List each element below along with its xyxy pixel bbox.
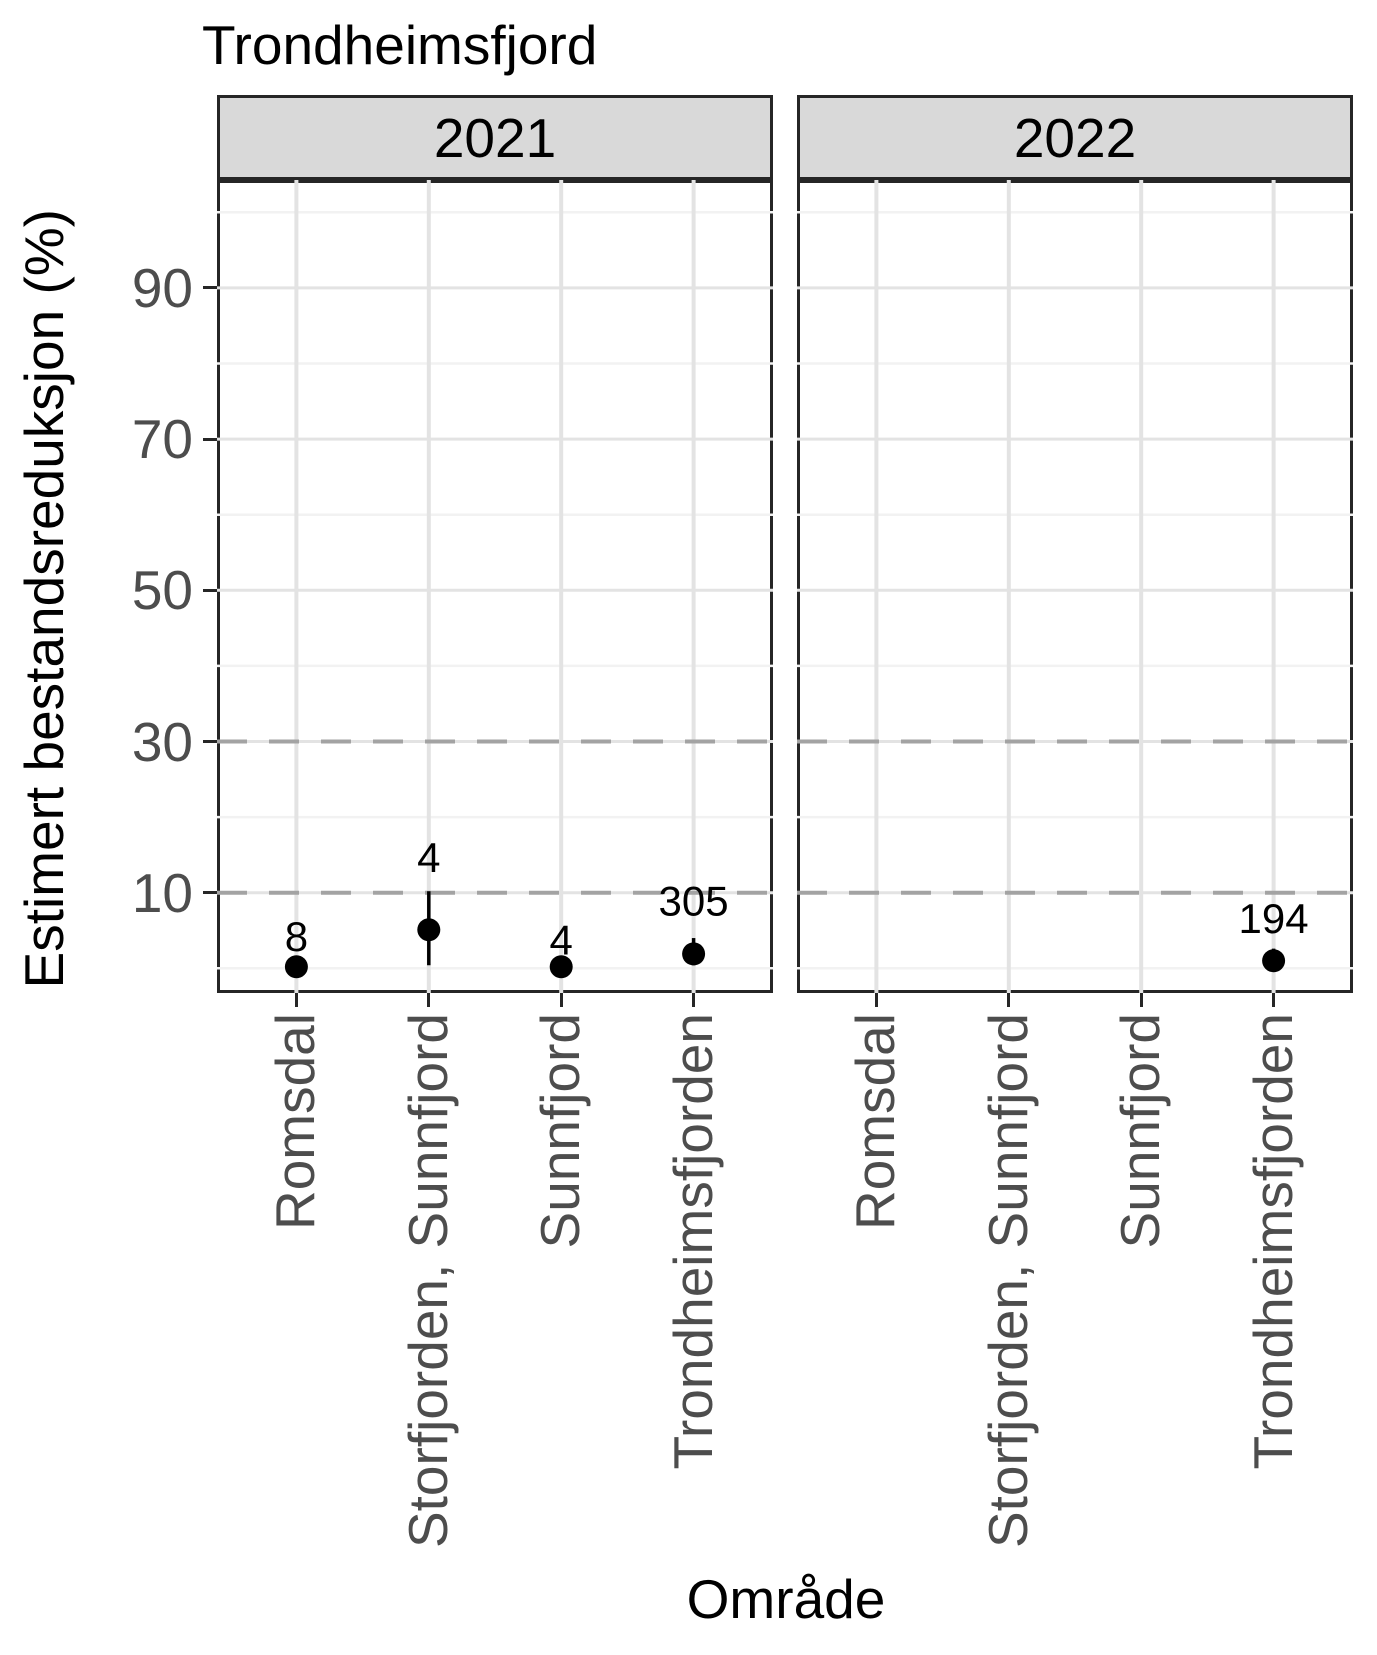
y-tick-mark: [203, 588, 217, 592]
point-value-label: 4: [550, 917, 573, 964]
x-tick-label: Storfjorden, Sunnfjord: [396, 1013, 459, 1549]
panel-2022: 194: [797, 180, 1353, 993]
data-point: [284, 955, 308, 979]
data-point: [417, 918, 441, 942]
x-tick-label: Sunnfjord: [529, 1013, 592, 1249]
panel-canvas-2022: 194: [797, 180, 1353, 993]
x-axis-title: Område: [686, 1568, 886, 1630]
x-tick-mark: [874, 993, 878, 1007]
data-point: [1262, 949, 1286, 973]
data-point: [682, 942, 706, 966]
facet-strip-2022: 2022: [797, 95, 1353, 180]
x-tick-mark: [1139, 993, 1143, 1007]
x-tick-label: Storfjorden, Sunnfjord: [976, 1013, 1039, 1549]
y-tick-label: 30: [131, 710, 193, 773]
facet-strip-2021: 2021: [217, 95, 773, 180]
point-value-label: 8: [285, 913, 308, 960]
x-tick-mark: [427, 993, 431, 1007]
x-tick-label: Sunnfjord: [1109, 1013, 1172, 1249]
y-tick-label: 50: [131, 559, 193, 622]
y-tick-label: 10: [131, 861, 193, 924]
x-tick-label: Trondheimsfjorden: [1241, 1013, 1304, 1470]
y-tick-mark: [203, 891, 217, 895]
x-tick-label: Romsdal: [844, 1013, 907, 1231]
facet-strip-label: 2022: [1013, 106, 1137, 169]
point-value-label: 4: [417, 834, 440, 881]
facet-strip-label: 2021: [433, 106, 557, 169]
x-tick-label: Trondheimsfjorden: [661, 1013, 724, 1470]
x-tick-mark: [294, 993, 298, 1007]
x-tick-mark: [1272, 993, 1276, 1007]
x-tick-mark: [559, 993, 563, 1007]
y-tick-label: 90: [131, 256, 193, 319]
y-tick-mark: [203, 740, 217, 743]
x-tick-mark: [1007, 993, 1011, 1007]
y-tick-label: 70: [131, 408, 193, 471]
point-value-label: 194: [1239, 895, 1309, 942]
panel-2021: 8 4 4 305: [217, 180, 773, 993]
x-tick-label: Romsdal: [264, 1013, 327, 1231]
data-point: [549, 955, 573, 979]
x-tick-mark: [692, 993, 696, 1007]
panel-canvas-2021: 8 4 4 305: [217, 180, 773, 993]
point-value-label: 305: [659, 877, 729, 924]
y-tick-mark: [203, 286, 217, 290]
y-tick-mark: [203, 437, 217, 441]
plot-title: Trondheimsfjord: [202, 14, 598, 76]
